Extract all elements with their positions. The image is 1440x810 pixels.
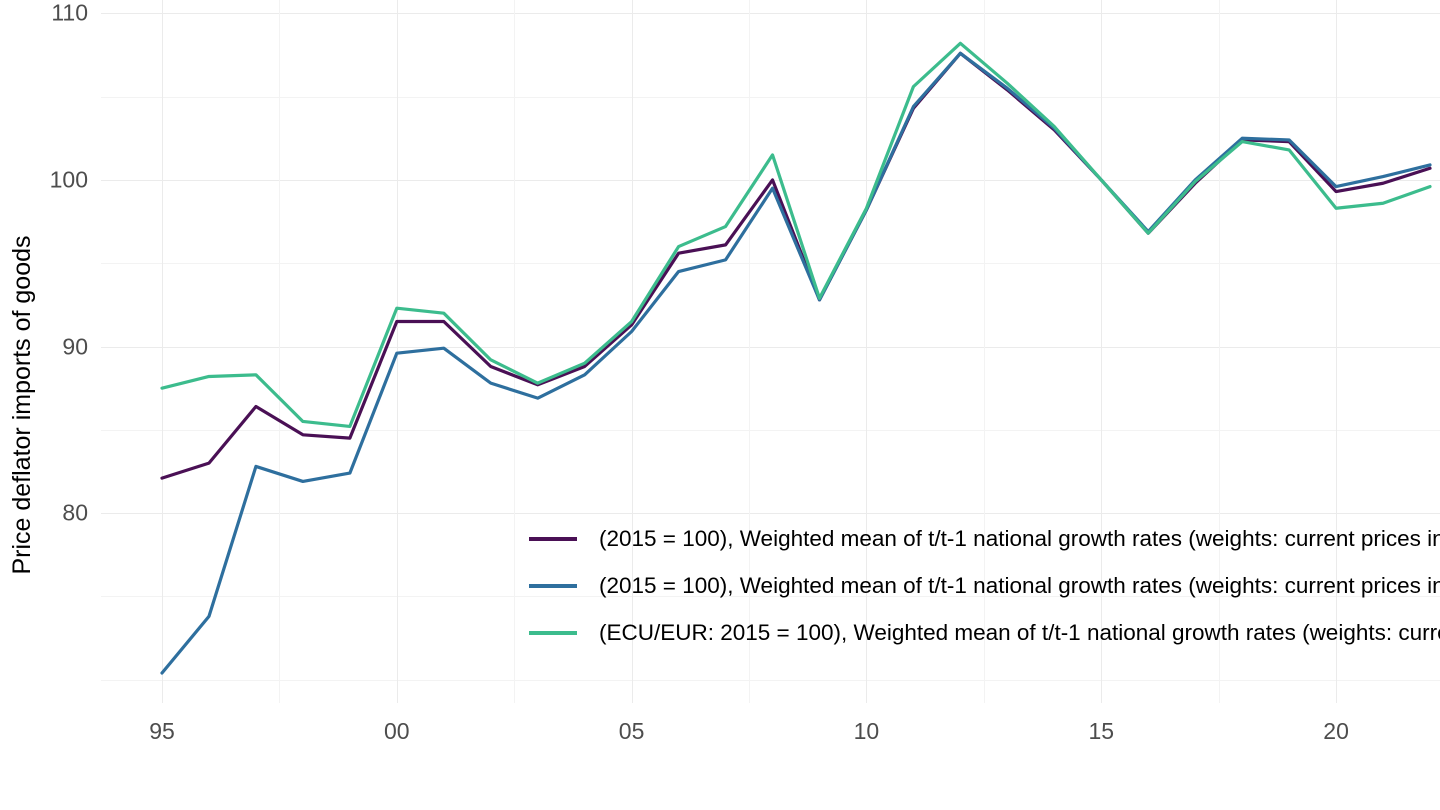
gridline-horizontal xyxy=(101,513,1440,515)
legend: (2015 = 100), Weighted mean of t/t-1 nat… xyxy=(529,519,1440,660)
gridline-vertical xyxy=(396,0,398,703)
legend-color-key xyxy=(529,631,577,635)
legend-label: (2015 = 100), Weighted mean of t/t-1 nat… xyxy=(599,526,1440,551)
legend-color-key xyxy=(529,537,577,541)
series-line-3 xyxy=(160,41,1432,429)
x-axis-tick-label: 15 xyxy=(1088,718,1115,744)
legend-color-key xyxy=(529,584,577,588)
y-axis-tick-label: 110 xyxy=(51,0,88,26)
series-lines xyxy=(160,41,1432,675)
gridline-vertical xyxy=(866,0,868,703)
y-axis-tick-labels: 80 90 100 110 xyxy=(49,0,88,526)
plot-panel: (2015 = 100), Weighted mean of t/t-1 nat… xyxy=(101,0,1440,703)
gridline-horizontal xyxy=(101,596,1440,598)
gridline-horizontal xyxy=(101,96,1440,98)
x-axis-tick-label: 10 xyxy=(853,718,880,744)
gridline-vertical xyxy=(749,0,750,703)
legend-label: (2015 = 100), Weighted mean of t/t-1 nat… xyxy=(599,573,1440,598)
legend-label: (ECU/EUR: 2015 = 100), Weighted mean of … xyxy=(599,620,1440,645)
x-axis-tick-label: 00 xyxy=(384,718,410,744)
legend-item[interactable]: (2015 = 100), Weighted mean of t/t-1 nat… xyxy=(529,566,1440,606)
y-axis-tick-label: 80 xyxy=(62,499,88,526)
gridline-horizontal xyxy=(101,679,1440,681)
gridline-vertical xyxy=(162,0,163,703)
x-axis-tick-label: 95 xyxy=(149,718,175,744)
gridline-horizontal xyxy=(101,13,1440,15)
gridline-vertical xyxy=(279,0,281,703)
series-line-2 xyxy=(160,51,1432,675)
gridline-vertical xyxy=(983,0,985,703)
legend-item[interactable]: (2015 = 100), Weighted mean of t/t-1 nat… xyxy=(529,519,1440,559)
gridline-horizontal xyxy=(101,263,1440,265)
gridline-vertical xyxy=(1218,0,1220,703)
gridline-vertical xyxy=(514,0,516,703)
gridline-vertical xyxy=(1101,0,1103,703)
x-axis-tick-label: 20 xyxy=(1323,718,1349,744)
gridline-vertical xyxy=(631,0,633,703)
y-axis-tick-label: 90 xyxy=(62,333,88,359)
gridline-horizontal xyxy=(101,346,1440,348)
legend-item[interactable]: (ECU/EUR: 2015 = 100), Weighted mean of … xyxy=(529,613,1440,653)
y-axis-tick-label: 100 xyxy=(49,166,88,193)
gridline-vertical xyxy=(1336,0,1338,703)
x-axis-tick-label: 05 xyxy=(618,718,645,744)
series-line-1 xyxy=(160,51,1432,480)
gridline-horizontal xyxy=(101,429,1440,431)
